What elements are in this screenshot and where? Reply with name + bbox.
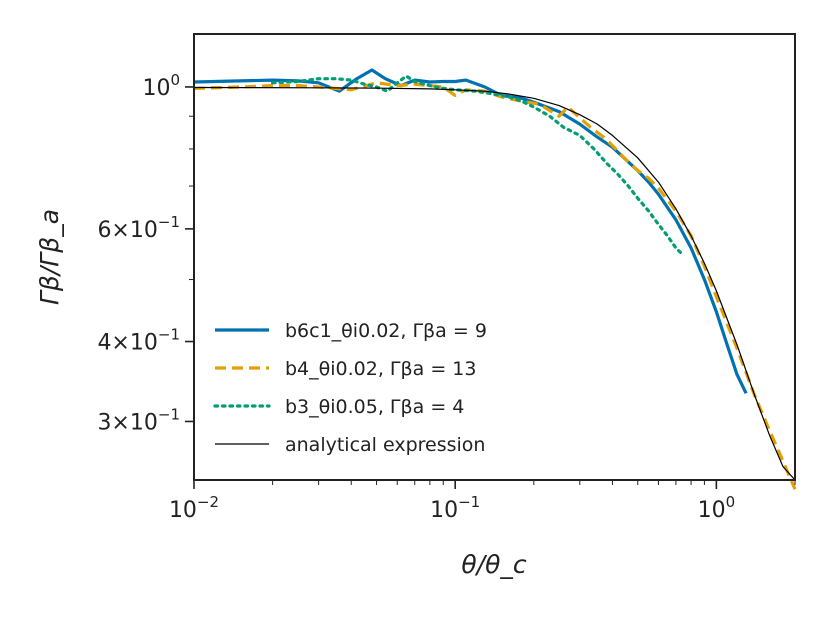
x-axis-title: θ/θ_c [461, 550, 527, 579]
x-tick-label: 100 [698, 493, 736, 523]
ticks-layer: 10−2 10−1 100 100 6×10−1 4×10−1 3×10−1 [97, 71, 796, 523]
y-tick-label: 3×10−1 [97, 405, 180, 435]
legend: b6c1_θi0.02, Γβa = 9 b4_θi0.02, Γβa = 13 b… [213, 320, 487, 456]
series-layer [193, 68, 797, 490]
legend-label: b4_θi0.02, Γβa = 13 [285, 358, 476, 380]
y-tick-label: 6×10−1 [97, 213, 180, 243]
series-line-2 [193, 81, 797, 490]
x-tick-label: 10−1 [430, 493, 480, 523]
series-line-3 [271, 74, 686, 258]
plot-frame [193, 33, 796, 481]
y-tick-label: 100 [142, 71, 180, 101]
y-tick-label: 4×10−1 [97, 326, 180, 356]
series-line-4 [193, 86, 796, 481]
x-tick-label: 10−2 [169, 493, 219, 523]
legend-label: analytical expression [285, 434, 485, 456]
legend-label: b6c1_θi0.02, Γβa = 9 [285, 320, 487, 342]
legend-label: b3_θi0.05, Γβa = 4 [285, 396, 464, 418]
y-axis-title: Γβ/Γβ_a [35, 209, 64, 305]
